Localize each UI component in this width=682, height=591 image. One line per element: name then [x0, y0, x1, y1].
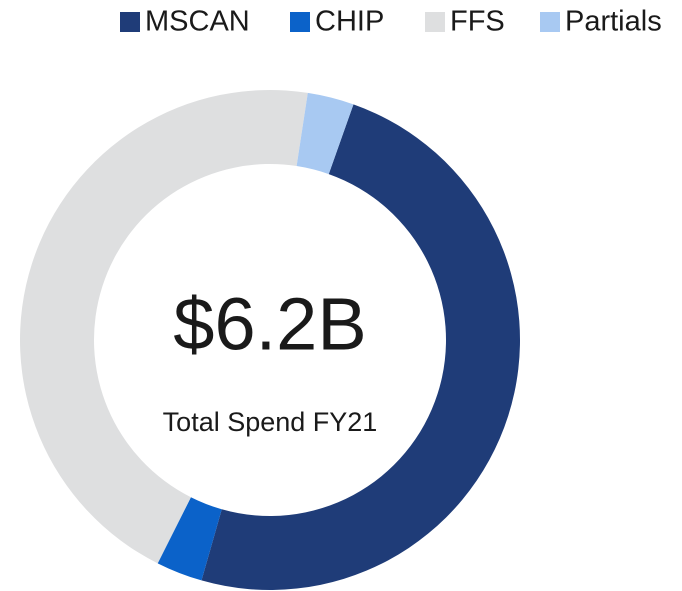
center-value: $6.2B — [173, 283, 366, 366]
legend-swatch — [425, 12, 445, 32]
legend-label: MSCAN — [145, 6, 250, 38]
legend-label: CHIP — [315, 6, 384, 38]
legend: MSCAN CHIP FFS Partials — [120, 6, 662, 38]
legend-swatch — [290, 12, 310, 32]
legend-label: FFS — [450, 6, 505, 38]
donut-slice — [296, 92, 354, 175]
center-label: Total Spend FY21 — [163, 407, 378, 437]
donut-slice — [157, 497, 222, 581]
legend-swatch — [540, 12, 560, 32]
legend-label: Partials — [565, 6, 662, 38]
donut-slice — [201, 104, 520, 590]
legend-swatch — [120, 12, 140, 32]
donut — [19, 89, 520, 590]
donut-slice — [19, 89, 308, 564]
